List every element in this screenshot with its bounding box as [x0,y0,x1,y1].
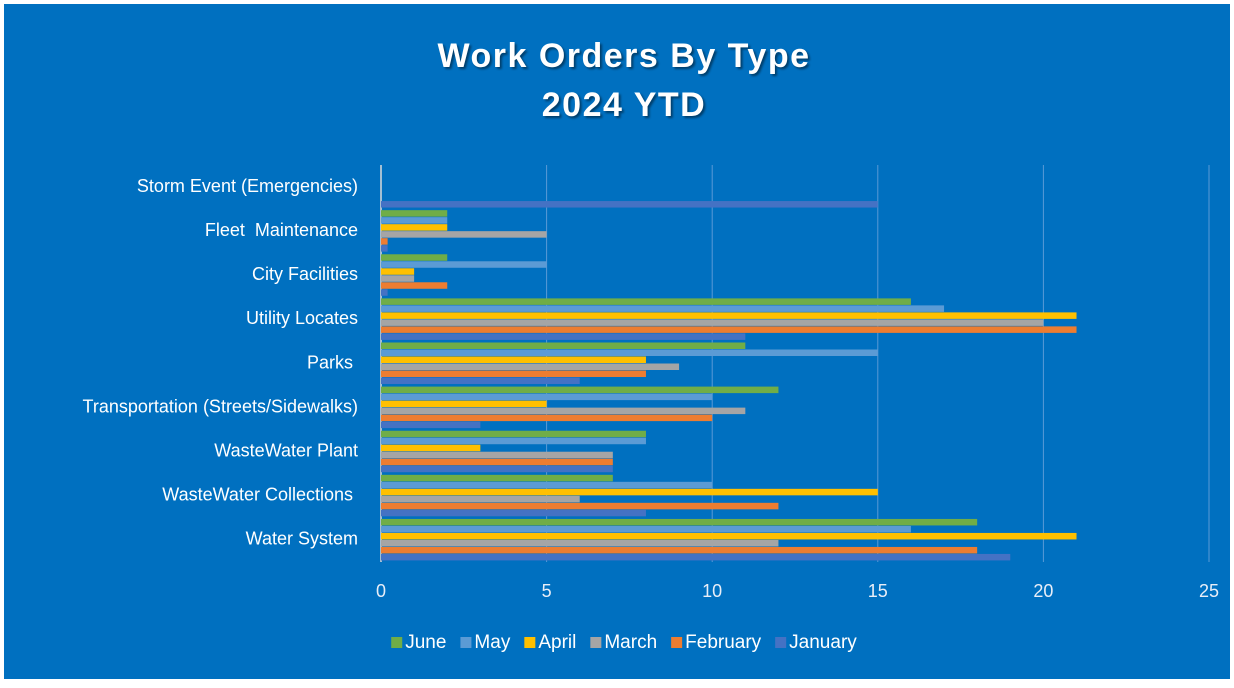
bar [381,553,1011,561]
bar [381,546,978,554]
bar [381,217,448,224]
bar [381,370,646,377]
bar [381,326,1077,333]
y-tick-label: WasteWater Collections [162,485,358,505]
y-tick-label: City Facilities [252,264,358,284]
y-tick-label: Fleet Maintenance [205,220,358,240]
chart-subtitle: 2024 YTD [542,86,706,124]
legend-swatch [460,637,472,648]
bar [381,414,713,422]
legend-label: March [604,632,657,653]
bar [381,474,613,482]
legend-swatch [671,637,683,648]
bar [381,363,680,370]
bar [381,377,580,384]
y-tick-label: Storm Event (Emergencies) [137,176,358,196]
chart-title: Work Orders By Type [437,37,810,75]
bar [381,201,878,208]
bar [381,465,613,473]
legend-label: April [538,632,576,653]
bar [381,509,646,517]
bar [381,231,547,238]
bar [381,430,646,438]
bar [381,275,415,282]
y-tick-label: Water System [246,529,358,549]
legend-swatch [391,637,403,648]
y-tick-label: Parks [307,352,358,372]
bar [381,224,448,231]
bar [381,333,746,340]
bar [381,481,713,489]
bar [381,451,613,459]
legend-label: February [685,632,762,653]
bar [381,525,911,533]
bar [381,458,613,466]
bar [381,305,945,312]
legend-swatch [775,637,787,648]
bar [381,261,547,268]
bar [381,407,746,415]
bar [381,444,481,452]
x-tick-label: 15 [868,581,888,601]
bar [381,488,878,496]
bar [381,210,448,217]
bar [381,356,646,363]
bar [381,282,448,289]
x-tick-label: 10 [702,581,722,601]
y-tick-label: Utility Locates [246,308,358,328]
y-tick-label: Transportation (Streets/Sidewalks) [83,396,358,416]
bar [381,400,547,408]
bar [381,312,1077,319]
x-tick-label: 20 [1033,581,1053,601]
bar [381,532,1077,540]
bar [381,319,1044,326]
bar [381,254,448,261]
legend-label: May [474,632,510,653]
legend-swatch [524,637,536,648]
bar [381,502,779,510]
y-tick-label: WasteWater Plant [214,440,358,460]
bar [381,245,388,252]
x-tick-label: 25 [1199,581,1219,601]
bar [381,518,978,526]
background [4,4,1230,679]
x-tick-label: 0 [376,581,386,601]
bar [381,289,388,296]
bar [381,268,415,275]
bar [381,298,911,305]
bar [381,342,746,349]
bar [381,421,481,429]
bar [381,238,388,245]
legend-swatch [590,637,602,648]
bar [381,393,713,401]
bar [381,539,779,547]
legend-label: June [405,632,446,653]
bar [381,437,646,445]
bar [381,349,878,356]
bar [381,386,779,394]
bar [381,495,580,503]
legend-label: January [789,632,857,653]
x-tick-label: 5 [542,581,552,601]
